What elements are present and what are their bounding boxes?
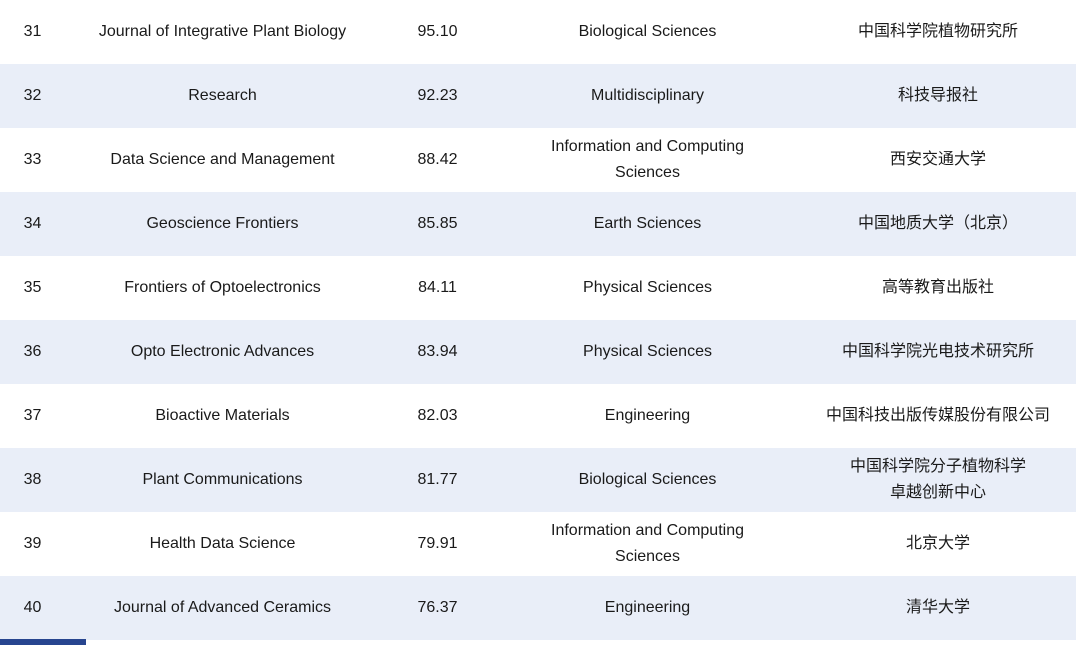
journal-name-cell: Journal of Advanced Ceramics [114,598,331,616]
score-cell: 79.91 [417,534,458,552]
publisher-line: 北京大学 [905,534,970,552]
publisher-line: 中国科技出版传媒股份有限公司 [825,406,1050,424]
journal-name-cell: Research [188,86,257,104]
publisher-cell: 中国科技出版传媒股份有限公司 [800,403,1076,429]
publisher-cell: 高等教育出版社 [800,275,1076,301]
rank-cell: 35 [23,278,42,296]
publisher-cell: 中国地质大学（北京） [800,211,1076,237]
journal-name-cell: Bioactive Materials [155,406,290,424]
rank-cell: 37 [23,406,42,424]
rank-cell: 31 [23,22,42,40]
score-cell: 92.23 [417,86,458,104]
journal-name-cell: Opto Electronic Advances [130,342,315,360]
publisher-cell: 中国科学院分子植物科学 卓越创新中心 [800,454,1076,507]
publisher-cell: 科技导报社 [800,83,1076,109]
rank-cell: 38 [23,470,42,488]
category-cell: Biological Sciences [578,470,717,488]
score-cell: 82.03 [417,406,458,424]
rank-cell: 32 [23,86,42,104]
publisher-line: 高等教育出版社 [881,278,994,296]
journal-name-cell: Geoscience Frontiers [146,214,299,232]
category-cell: Physical Sciences [583,342,712,360]
table-row: 36 Opto Electronic Advances 83.94 Physical … [0,320,1076,384]
publisher-line: 科技导报社 [897,86,978,104]
table-row: 40 Journal of Advanced Ceramics 76.37 Engin… [0,576,1076,640]
score-cell: 81.77 [417,470,458,488]
category-cell: Biological Sciences [578,22,717,40]
publisher-line: 中国科学院分子植物科学 [849,457,1026,475]
publisher-line: 中国地质大学（北京） [857,214,1018,232]
table-row: 39 Health Data Science 79.91 Information an… [0,512,1076,576]
journal-name-cell: Plant Communications [142,470,303,488]
score-cell: 85.85 [417,214,458,232]
score-cell: 83.94 [417,342,458,360]
publisher-line: 西安交通大学 [889,150,986,168]
category-cell: Information and Computing Sciences [551,137,744,181]
table-row: 31 Journal of Integrative Plant Biology 95… [0,0,1076,64]
bottom-strip [0,640,1076,645]
category-cell: Earth Sciences [593,214,702,232]
cropped-next-row-edge [0,639,86,645]
publisher-line: 清华大学 [905,598,970,616]
table-row: 32 Research 92.23 Multidisciplinary 科技导报社 [0,64,1076,128]
rank-cell: 34 [23,214,42,232]
score-cell: 76.37 [417,598,458,616]
table-row: 34 Geoscience Frontiers 85.85 Earth Science… [0,192,1076,256]
rank-cell: 40 [23,598,42,616]
table-row: 35 Frontiers of Optoelectronics 84.11 Physi… [0,256,1076,320]
table-row: 37 Bioactive Materials 82.03 Engineering 中国科… [0,384,1076,448]
category-cell: Multidisciplinary [591,86,704,104]
journal-name-cell: Health Data Science [149,534,296,552]
rank-cell: 39 [23,534,42,552]
category-cell: Physical Sciences [583,278,712,296]
score-cell: 88.42 [417,150,458,168]
category-cell: Information and Computing Sciences [551,521,744,565]
rank-cell: 36 [23,342,42,360]
score-cell: 95.10 [417,22,458,40]
category-cell: Engineering [604,406,691,424]
publisher-cell: 北京大学 [800,531,1076,557]
publisher-cell: 清华大学 [800,595,1076,621]
journal-name-cell: Journal of Integrative Plant Biology [98,22,347,40]
publisher-line: 中国科学院植物研究所 [857,22,1018,40]
rank-cell: 33 [23,150,42,168]
table-row: 33 Data Science and Management 88.42 Inform… [0,128,1076,192]
score-cell: 84.11 [418,278,457,296]
publisher-cell: 中国科学院植物研究所 [800,19,1076,45]
publisher-cell: 西安交通大学 [800,147,1076,173]
table-row: 38 Plant Communications 81.77 Biological Sc… [0,448,1076,512]
category-cell: Engineering [604,598,691,616]
publisher-line: 中国科学院光电技术研究所 [841,342,1034,360]
publisher-line: 卓越创新中心 [889,484,986,501]
journal-name-cell: Data Science and Management [110,150,335,168]
journal-name-cell: Frontiers of Optoelectronics [124,278,321,296]
publisher-cell: 中国科学院光电技术研究所 [800,339,1076,365]
